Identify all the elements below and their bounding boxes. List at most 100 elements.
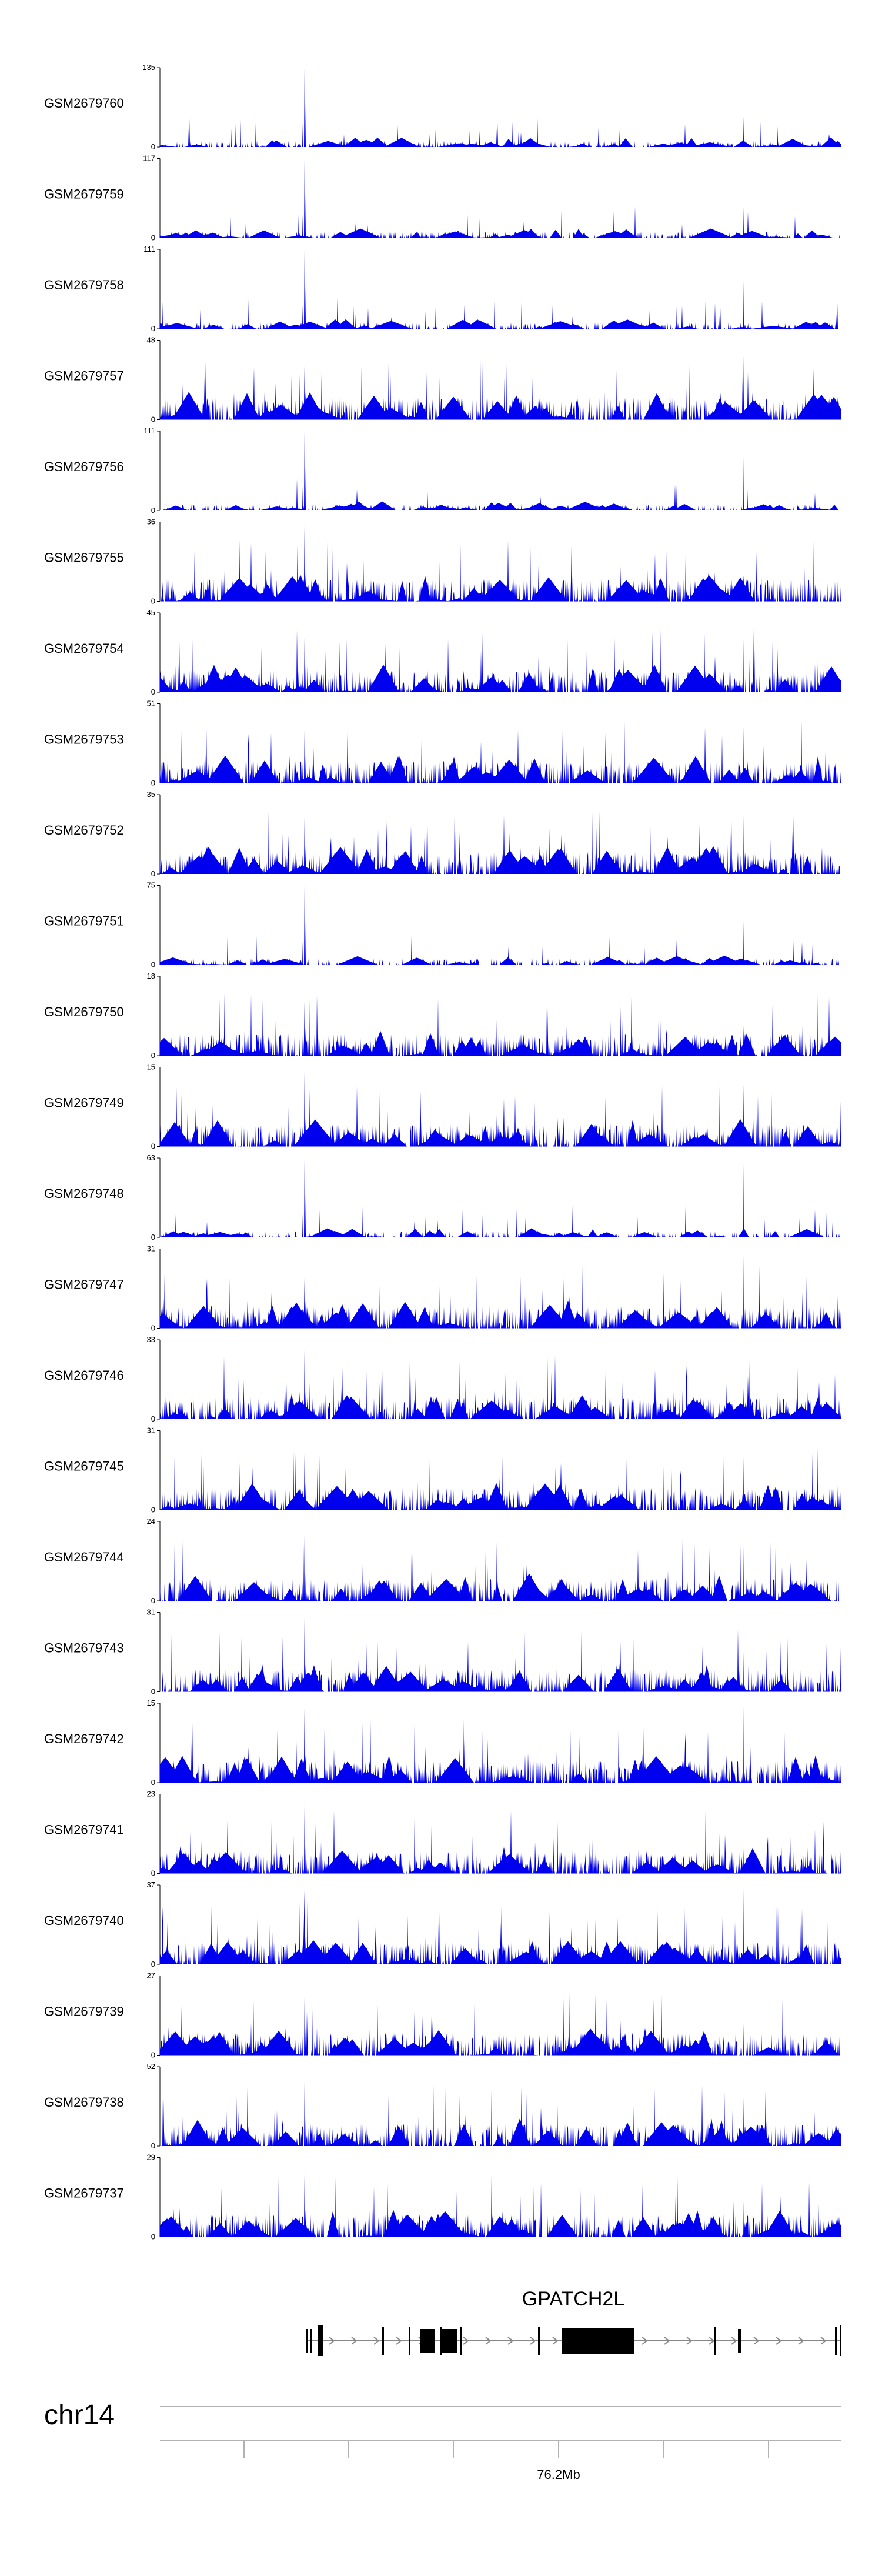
track-label: GSM2679741 <box>44 1823 124 1837</box>
gene-label: GPATCH2L <box>522 2288 624 2310</box>
y-max-label: 24 <box>147 1517 155 1526</box>
y-max-label: 27 <box>147 1971 155 1980</box>
track-label: GSM2679750 <box>44 1005 124 1019</box>
y-min-label: 0 <box>151 142 155 151</box>
exon <box>306 2329 308 2353</box>
coverage-area <box>160 885 841 965</box>
coverage-area <box>160 1534 841 1601</box>
y-min-label: 0 <box>151 779 155 788</box>
track: GSM2679756 111 0 <box>44 426 841 515</box>
track: GSM2679760 135 0 <box>44 63 841 151</box>
y-min-label: 0 <box>151 597 155 606</box>
track: GSM2679747 31 0 <box>44 1244 841 1333</box>
track-label: GSM2679744 <box>44 1550 124 1564</box>
y-max-label: 31 <box>147 1244 155 1253</box>
y-max-label: 36 <box>147 518 155 526</box>
track-label: GSM2679745 <box>44 1459 124 1474</box>
track: GSM2679744 24 0 <box>44 1517 841 1605</box>
track-label: GSM2679748 <box>44 1186 124 1201</box>
coverage-area <box>160 249 841 329</box>
y-max-label: 117 <box>143 154 155 163</box>
exon <box>840 2325 841 2356</box>
gene-track: GPATCH2L <box>306 2288 841 2356</box>
y-max-label: 31 <box>147 1608 155 1617</box>
y-max-label: 111 <box>143 426 155 435</box>
track: GSM2679749 15 0 <box>44 1063 841 1151</box>
coverage-area <box>160 158 841 238</box>
exon <box>382 2327 384 2355</box>
y-max-label: 63 <box>147 1153 155 1162</box>
y-min-label: 0 <box>151 2051 155 2060</box>
track: GSM2679740 37 0 <box>44 1880 841 1968</box>
y-max-label: 135 <box>142 63 155 72</box>
chromosome-axis: chr14 76.2Mb <box>44 2400 841 2482</box>
x-tick-label: 76.2Mb <box>537 2467 580 2482</box>
y-min-label: 0 <box>151 233 155 242</box>
exon <box>420 2329 435 2353</box>
y-min-label: 0 <box>151 1506 155 1514</box>
chromosome-label: chr14 <box>44 2400 115 2431</box>
coverage-area <box>160 1071 841 1147</box>
coverage-area <box>160 1705 841 1783</box>
y-max-label: 31 <box>147 1426 155 1435</box>
strand-arrow <box>351 2337 358 2345</box>
strand-arrow <box>776 2337 782 2345</box>
y-max-label: 52 <box>147 2062 155 2071</box>
y-min-label: 0 <box>151 506 155 515</box>
track-label: GSM2679746 <box>44 1368 124 1383</box>
track: GSM2679742 15 0 <box>44 1699 841 1787</box>
strand-arrow <box>686 2337 693 2345</box>
y-max-label: 33 <box>147 1335 155 1344</box>
strand-arrow <box>507 2337 514 2345</box>
coverage-area <box>160 68 841 147</box>
strand-arrow <box>731 2337 737 2345</box>
exon <box>409 2327 410 2355</box>
y-min-label: 0 <box>151 1414 155 1423</box>
track-label: GSM2679754 <box>44 641 124 656</box>
track-label: GSM2679740 <box>44 1913 124 1928</box>
track: GSM2679750 18 0 <box>44 972 841 1060</box>
y-max-label: 48 <box>147 336 155 345</box>
y-min-label: 0 <box>151 1596 155 1605</box>
strand-arrow <box>396 2337 402 2345</box>
coverage-area <box>160 629 841 692</box>
y-max-label: 35 <box>147 790 155 799</box>
strand-arrow <box>820 2337 827 2345</box>
strand-arrow <box>485 2337 492 2345</box>
track-label: GSM2679747 <box>44 1277 124 1292</box>
track-label: GSM2679760 <box>44 96 124 111</box>
track: GSM2679739 27 0 <box>44 1971 841 2060</box>
y-min-label: 0 <box>151 415 155 424</box>
track-label: GSM2679738 <box>44 2095 124 2110</box>
y-max-label: 23 <box>147 1790 155 1798</box>
track: GSM2679737 29 0 <box>44 2153 841 2241</box>
coverage-area <box>160 1254 841 1329</box>
track-label: GSM2679737 <box>44 2186 124 2201</box>
track-label: GSM2679752 <box>44 823 124 837</box>
track-label: GSM2679743 <box>44 1641 124 1656</box>
strand-arrow <box>530 2337 536 2345</box>
y-min-label: 0 <box>151 960 155 969</box>
y-max-label: 51 <box>147 699 155 708</box>
exon <box>310 2329 312 2353</box>
coverage-area <box>160 525 841 602</box>
track-label: GSM2679751 <box>44 914 124 929</box>
genome-axis <box>160 2406 841 2458</box>
y-max-label: 111 <box>143 245 155 253</box>
track: GSM2679751 75 0 <box>44 881 841 969</box>
coverage-area <box>160 810 841 874</box>
y-max-label: 37 <box>147 1880 155 1889</box>
track: GSM2679753 51 0 <box>44 699 841 788</box>
track-label: GSM2679753 <box>44 732 124 747</box>
strand-arrow <box>373 2337 380 2345</box>
y-max-label: 29 <box>147 2153 155 2162</box>
y-min-label: 0 <box>151 1869 155 1878</box>
track-label: GSM2679755 <box>44 550 124 565</box>
exon <box>460 2327 462 2355</box>
exon <box>835 2327 837 2355</box>
coverage-area <box>160 1805 841 1874</box>
coverage-area <box>160 1447 841 1510</box>
coverage-area <box>160 355 841 420</box>
y-min-label: 0 <box>151 688 155 696</box>
